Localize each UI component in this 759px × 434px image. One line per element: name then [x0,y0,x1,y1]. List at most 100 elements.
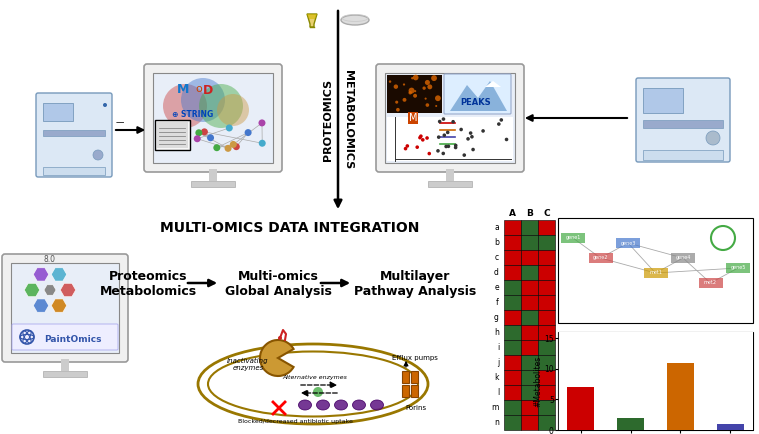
Circle shape [402,98,406,102]
Polygon shape [307,14,317,27]
Bar [43,130,105,136]
Bar [504,385,521,400]
Circle shape [425,136,429,140]
Polygon shape [307,14,317,19]
Circle shape [233,143,240,150]
Bar [538,250,555,265]
Text: PROTEOMICS: PROTEOMICS [323,79,333,161]
Polygon shape [44,285,56,295]
Polygon shape [485,81,501,87]
Circle shape [423,86,426,90]
Text: Alternative enzymes: Alternative enzymes [282,375,348,381]
Bar [538,385,555,400]
Text: i: i [496,343,499,352]
Bar [521,250,538,265]
Bar [411,371,418,383]
Circle shape [313,387,323,397]
Text: A: A [509,208,516,217]
Text: met1: met1 [649,270,662,276]
Bar [538,235,555,250]
Text: k: k [495,373,499,382]
Bar [521,220,538,235]
Bar [61,359,69,371]
Circle shape [452,120,455,124]
Circle shape [389,80,392,83]
Text: gene3: gene3 [620,240,636,246]
Bar [521,280,538,295]
Text: l: l [496,388,499,397]
Text: n: n [494,418,499,427]
Text: B: B [526,208,533,217]
Text: Blocked/decreased antibiotic uptake: Blocked/decreased antibiotic uptake [238,418,352,424]
Bar [521,340,538,355]
Polygon shape [52,299,67,312]
Bar [588,253,613,263]
Circle shape [454,144,458,147]
Bar [191,181,235,187]
Bar [504,220,521,235]
Text: Proteomics
Metabolomics: Proteomics Metabolomics [99,270,197,298]
Bar [538,310,555,325]
Bar [538,340,555,355]
FancyBboxPatch shape [12,324,118,350]
Text: gene2: gene2 [593,256,608,260]
Bar [726,263,750,273]
Bar [644,268,667,278]
Circle shape [225,145,231,152]
Text: Porins: Porins [405,405,426,411]
Circle shape [424,98,427,100]
Circle shape [408,91,412,95]
Text: PaintOmics: PaintOmics [44,335,102,343]
Text: met2: met2 [704,280,717,286]
Bar [716,424,744,430]
FancyBboxPatch shape [376,64,524,172]
Circle shape [435,105,437,107]
Text: Multi-omics
Global Analysis: Multi-omics Global Analysis [225,270,332,298]
Circle shape [404,147,408,151]
Circle shape [259,119,266,126]
Text: gene4: gene4 [676,256,691,260]
Circle shape [194,135,200,142]
Circle shape [459,128,463,132]
Text: h: h [494,328,499,337]
Circle shape [466,137,470,141]
Bar [561,233,585,243]
Circle shape [181,78,225,122]
Circle shape [442,133,446,137]
Circle shape [446,145,450,148]
Bar [428,181,472,187]
Bar [504,415,521,430]
Bar [698,278,723,288]
Polygon shape [24,283,39,297]
Circle shape [444,145,448,148]
Circle shape [436,149,439,153]
Text: D: D [203,84,213,97]
Circle shape [230,141,237,148]
Ellipse shape [317,400,329,410]
Circle shape [244,129,252,136]
Bar [521,295,538,310]
Circle shape [394,85,398,89]
Text: g: g [494,313,499,322]
Circle shape [396,108,400,112]
Circle shape [103,103,107,107]
Circle shape [207,134,214,141]
Ellipse shape [370,400,383,410]
Bar [538,220,555,235]
Text: M: M [177,83,189,96]
Bar [521,310,538,325]
Bar [521,400,538,415]
Bar [538,415,555,430]
Bar [521,415,538,430]
Bar [504,370,521,385]
Circle shape [217,94,249,126]
Circle shape [499,118,503,122]
FancyBboxPatch shape [2,254,128,362]
Circle shape [403,83,405,85]
Bar [504,280,521,295]
Circle shape [442,151,445,155]
Bar [504,340,521,355]
Circle shape [93,150,103,160]
Text: a: a [494,223,499,232]
Circle shape [415,145,419,149]
